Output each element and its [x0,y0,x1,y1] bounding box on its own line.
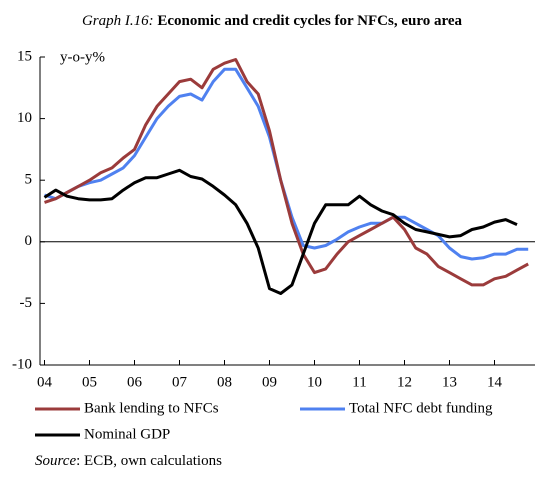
y-axis-label: y-o-y% [60,49,105,65]
x-tick-label: 10 [307,374,322,390]
x-tick-label: 09 [262,374,277,390]
series-line [43,168,518,295]
x-tick-label: 05 [82,374,97,390]
x-tick-label: 04 [37,374,53,390]
y-tick-label: 10 [17,110,32,126]
y-tick-label: 5 [25,172,33,188]
y-tick-label: -10 [12,356,32,372]
x-tick-label: 11 [352,374,366,390]
source: Source: ECB, own calculations [35,453,222,469]
x-tick-label: 12 [397,374,412,390]
y-tick-label: -5 [20,295,33,311]
chart-title: Graph I.16: Economic and credit cycles f… [82,13,463,29]
x-tick-label: 13 [442,374,457,390]
legend-label: Total NFC debt funding [349,400,493,416]
legend-label: Bank lending to NFCs [84,400,219,416]
x-tick-label: 14 [487,374,503,390]
x-tick-label: 08 [217,374,232,390]
x-tick-label: 06 [127,374,143,390]
source-text: : ECB, own calculations [76,453,222,469]
source-label: Source [35,453,76,469]
y-tick-label: 15 [17,48,32,64]
series-line [44,58,529,287]
title-text: Economic and credit cycles for NFCs, eur… [157,13,462,29]
title-label: Graph I.16: [82,13,154,29]
x-tick-label: 07 [172,374,188,390]
legend-label: Nominal GDP [84,426,170,442]
y-tick-label: 0 [25,233,33,249]
